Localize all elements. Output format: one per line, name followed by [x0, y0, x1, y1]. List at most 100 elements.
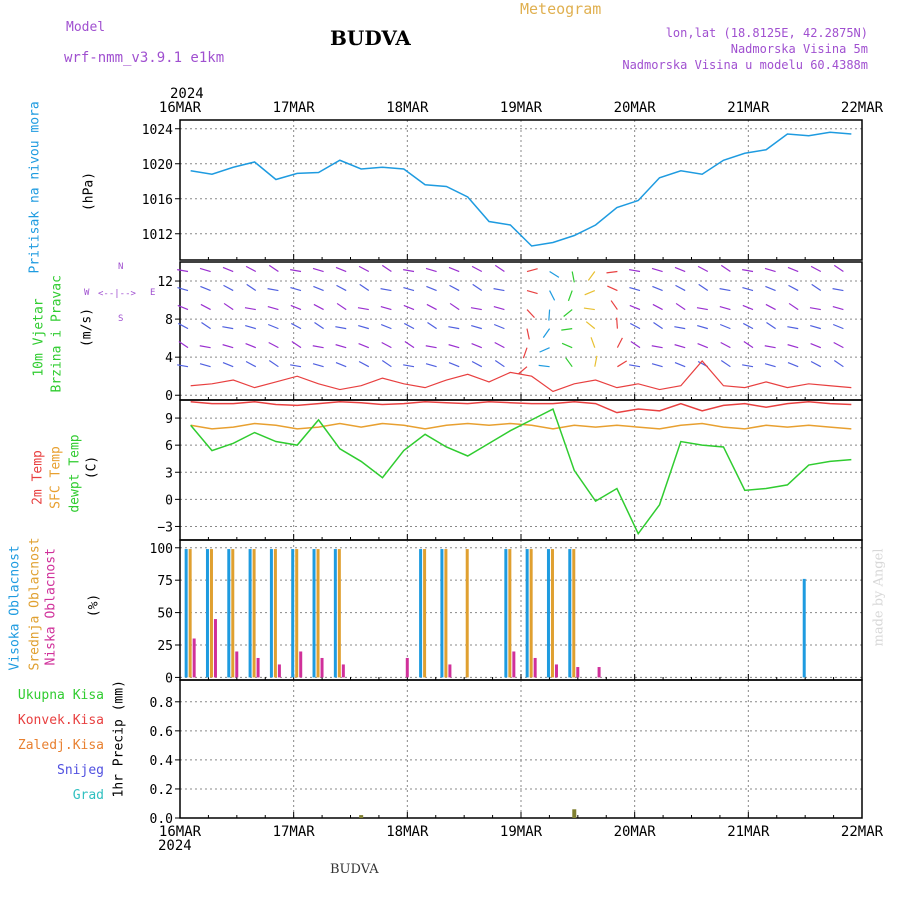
x-tick-bottom: 17MAR — [273, 824, 316, 840]
wind-barb — [245, 342, 257, 349]
wind-barb — [427, 321, 437, 330]
wind-barb — [742, 304, 754, 311]
wind-barb — [471, 360, 483, 368]
wind-barb — [653, 321, 663, 330]
wind-barb — [177, 269, 189, 273]
cloud-mid-bar — [550, 549, 554, 678]
wind-barb — [616, 337, 623, 348]
wind-barb — [594, 355, 598, 367]
wind-barb — [471, 265, 483, 273]
wind-barb — [312, 345, 324, 349]
wind-barb — [571, 271, 575, 283]
y-tick-label: 0 — [165, 671, 173, 686]
x-tick-top: 20MAR — [614, 100, 657, 116]
wind-barb — [522, 347, 528, 359]
wind-barb — [178, 322, 189, 330]
cloud-low-bar — [235, 651, 239, 678]
wind-barb — [630, 322, 641, 330]
y-tick-label: 75 — [157, 574, 173, 589]
wind-barb — [675, 284, 686, 292]
precip-bar — [359, 815, 364, 818]
wind-barb — [403, 364, 415, 368]
wind-barb — [494, 341, 505, 349]
y-tick-label: 1016 — [142, 193, 173, 208]
x-tick-top: 22MAR — [841, 100, 884, 116]
cloud-mid-bar — [465, 549, 469, 678]
wind-barb — [358, 265, 370, 273]
wind-barb — [244, 307, 256, 311]
cloud-high-bar — [440, 549, 444, 678]
wind-barb — [674, 266, 686, 273]
cloud-low-bar — [341, 664, 345, 678]
wind-barb — [651, 345, 663, 349]
wind-barb — [764, 363, 776, 368]
wind-barb — [651, 363, 663, 368]
wind-barb — [448, 326, 460, 330]
wind-barb — [336, 284, 347, 292]
y-tick-label: 9 — [165, 412, 173, 427]
x-tick-bottom: 21MAR — [727, 824, 770, 840]
wind-barb — [809, 307, 821, 311]
cloud-low-bar — [576, 667, 580, 678]
wind-barb — [448, 362, 460, 368]
wind-speed-line — [190, 360, 852, 393]
x-tick-top: 21MAR — [727, 100, 770, 116]
wind-barb — [833, 341, 844, 349]
wind-barb — [448, 344, 460, 349]
wind-barb — [336, 302, 347, 311]
cloud-low-bar — [554, 664, 558, 678]
wind-barb — [549, 271, 560, 278]
wind-barb — [200, 303, 211, 311]
wind-barb — [381, 341, 392, 349]
cloud-low-bar — [448, 664, 452, 678]
wind-barb — [335, 266, 347, 273]
compass-arrows: <--|--> — [98, 289, 136, 299]
x-tick-bottom: 19MAR — [500, 824, 543, 840]
wind-barb — [587, 271, 596, 281]
wind-barb — [674, 344, 686, 349]
y-tick-label: 0.2 — [150, 783, 173, 798]
wind-barb — [548, 309, 551, 321]
wind-barb — [583, 307, 595, 311]
precip-bar — [572, 809, 577, 818]
wind-barb — [177, 364, 189, 368]
cloud-low-bar — [597, 667, 601, 678]
wind-barb — [312, 363, 324, 368]
cloud-high-bar — [568, 549, 572, 678]
wind-barb — [381, 360, 392, 368]
wind-barb — [652, 303, 663, 311]
compass-s: S — [118, 314, 124, 324]
wind-barb — [561, 342, 573, 349]
precip-total-label: Ukupna Kisa — [17, 688, 104, 703]
y-tick-label: 1024 — [142, 123, 173, 138]
precip-snow-label: Snijeg — [57, 763, 104, 778]
y-tick-label: 3 — [165, 466, 173, 481]
wind-barb — [335, 344, 347, 349]
y-tick-label: 0 — [165, 389, 173, 404]
wind-barb — [720, 341, 731, 349]
cloud-mid-bar — [444, 549, 448, 678]
wind-barb — [832, 323, 844, 330]
wind-barb — [290, 304, 302, 311]
footer-name: BUDVA — [330, 862, 379, 877]
wind-barb — [526, 289, 538, 295]
cloud-mid-bar — [316, 549, 320, 678]
wind-barb — [267, 288, 279, 292]
wind-barb — [766, 321, 776, 330]
wind-barb — [549, 290, 556, 301]
wind-barb — [764, 345, 776, 349]
wind-barb — [764, 267, 776, 273]
y-tick-label: 25 — [157, 639, 173, 654]
wind-barb — [610, 300, 618, 310]
x-tick-top: 19MAR — [500, 100, 543, 116]
wind-barb — [810, 342, 822, 349]
wind-barb — [788, 284, 799, 292]
wind-barb — [832, 305, 844, 311]
compass-e: E — [150, 288, 156, 298]
wind-barb — [291, 322, 302, 330]
wind-barb — [223, 284, 234, 292]
wind-barb — [720, 360, 731, 368]
wind-barb — [833, 360, 844, 368]
wind-barb — [245, 360, 257, 368]
wind-barb — [381, 264, 392, 273]
